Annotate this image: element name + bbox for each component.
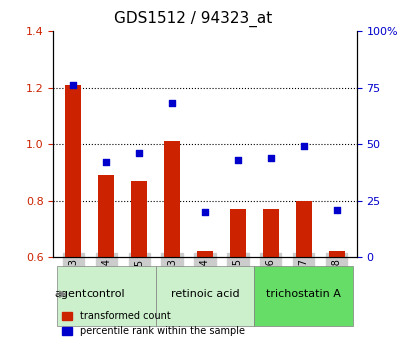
Point [333,207,339,213]
Bar [65,85,81,257]
Text: GDS1512 / 94323_at: GDS1512 / 94323_at [113,10,271,27]
Bar [295,200,311,257]
Text: retinoic acid: retinoic acid [170,289,239,299]
Legend: transformed count, percentile rank within the sample: transformed count, percentile rank withi… [58,307,248,340]
Point [201,209,208,215]
Bar [262,209,279,257]
Bar [130,181,147,257]
Bar [229,209,246,257]
Text: control: control [87,289,125,299]
Point [70,82,76,88]
FancyBboxPatch shape [155,266,254,326]
Point [267,155,274,160]
FancyBboxPatch shape [254,266,353,326]
Point [169,101,175,106]
Point [135,150,142,156]
Bar [328,252,344,257]
Bar [163,141,180,257]
Point [103,159,109,165]
Text: agent: agent [54,289,86,299]
Text: trichostatin A: trichostatin A [266,289,341,299]
Point [300,144,306,149]
Bar [196,252,213,257]
Point [234,157,240,162]
Bar [98,175,114,257]
FancyBboxPatch shape [56,266,155,326]
